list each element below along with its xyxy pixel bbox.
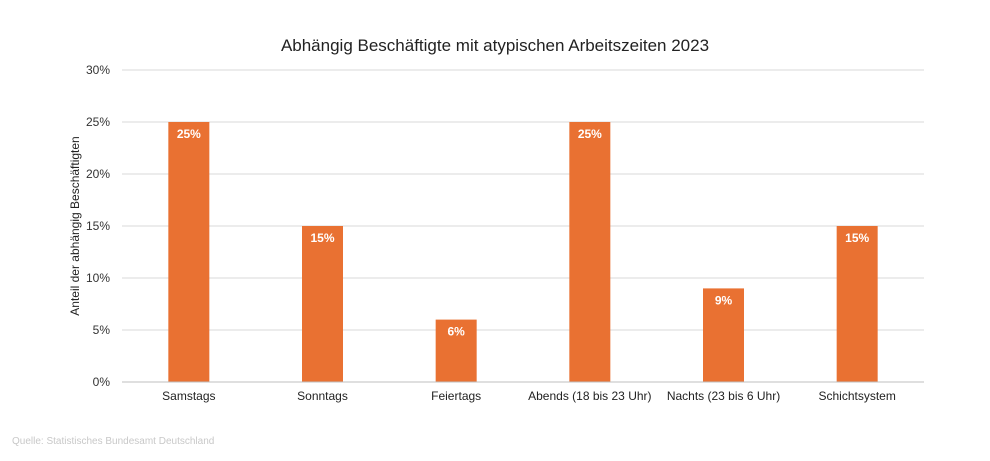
data-labels: 25% 15% 6% 25% 9% 15% [177,127,870,339]
y-axis-label: Anteil der abhängig Beschäftigten [68,136,82,315]
data-label: 25% [578,127,602,141]
x-category-label: Samstags [162,389,215,403]
x-axis-categories: Samstags Sonntags Feiertags Abends (18 bis … [162,389,896,403]
chart-title: Abhängig Beschäftigte mit atypischen Arb… [281,36,709,55]
y-tick-label: 15% [86,219,110,233]
data-label: 15% [310,231,334,245]
bar [302,226,343,382]
y-tick-label: 10% [86,271,110,285]
y-tick-label: 30% [86,63,110,77]
y-axis-ticks: 0% 5% 10% 15% 20% 25% 30% [86,63,110,389]
x-category-label: Abends (18 bis 23 Uhr) [528,389,651,403]
x-category-label: Feiertags [431,389,481,403]
data-label: 9% [715,293,733,307]
y-tick-label: 5% [93,323,111,337]
bars [168,122,878,382]
bar [836,226,878,382]
bar [168,122,210,382]
data-label: 6% [447,325,465,339]
x-category-label: Nachts (23 bis 6 Uhr) [667,389,780,403]
y-tick-label: 20% [86,167,110,181]
x-category-label: Sonntags [297,389,348,403]
data-label: 25% [177,127,201,141]
source-note: Quelle: Statistisches Bundesamt Deutschl… [12,436,215,447]
y-tick-label: 25% [86,115,110,129]
bar [569,122,611,382]
bar [703,288,744,382]
x-category-label: Schichtsystem [818,389,895,403]
bar [435,319,477,382]
y-tick-label: 0% [93,375,111,389]
data-label: 15% [845,231,869,245]
gridlines [122,69,924,331]
